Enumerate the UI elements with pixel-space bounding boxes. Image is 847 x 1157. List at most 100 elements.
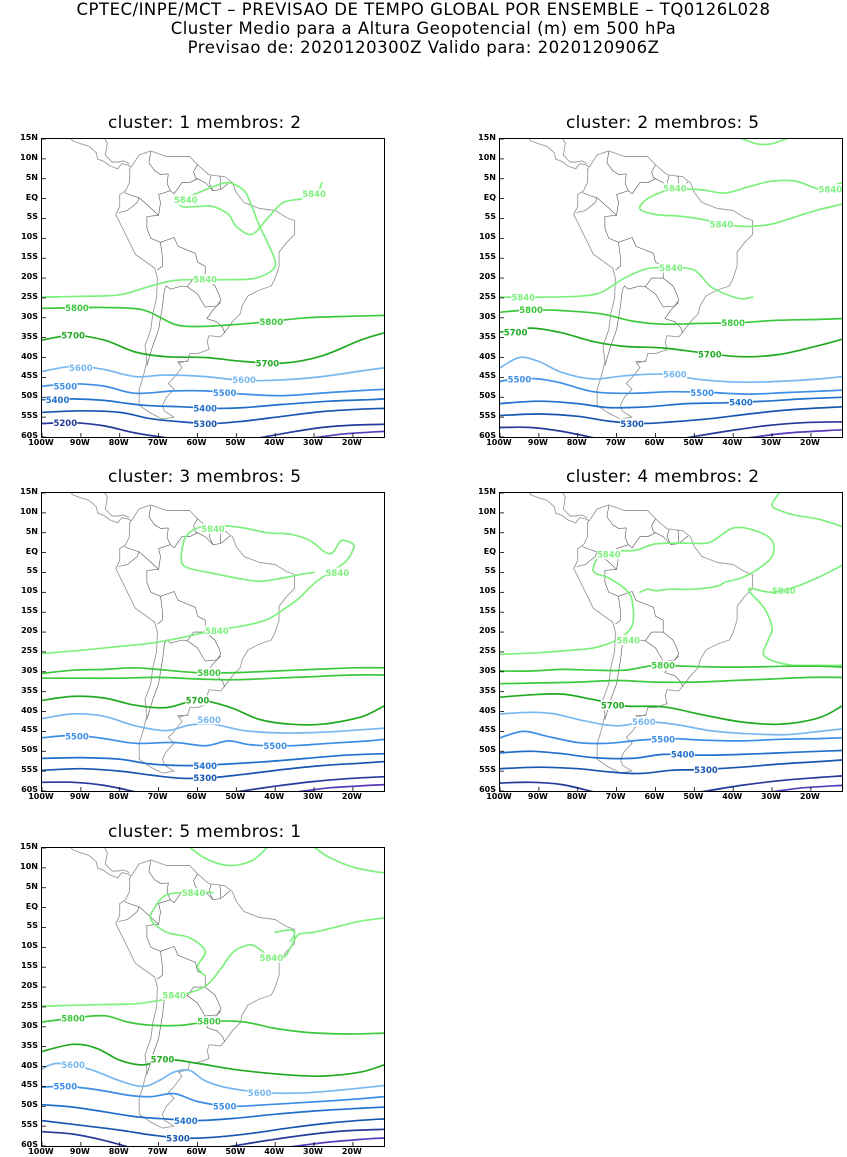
cluster-5-map: 5840 5840 5840 5800 5800 5700 5600 5600 5500 5500… — [41, 847, 385, 1147]
contour-label-bg — [302, 188, 327, 199]
contour-label-bg — [53, 381, 78, 392]
contour-5200 — [500, 781, 594, 791]
contour-5200 — [701, 775, 842, 791]
lat-label: 40S — [479, 351, 496, 361]
contour-5400 — [500, 396, 842, 409]
country-border — [615, 242, 621, 271]
lat-label: 60S — [21, 1140, 38, 1149]
contour-label-bg — [519, 304, 544, 315]
contour-5840 — [500, 266, 754, 300]
contour-5100 — [290, 1137, 384, 1146]
lat-label: 55S — [21, 765, 38, 775]
lat-label: 15S — [21, 961, 38, 971]
contour-label-5300: 5300 — [620, 420, 644, 430]
contour-label-5400: 5400 — [193, 405, 217, 415]
lon-label: 40W — [264, 438, 285, 447]
coastline — [528, 139, 590, 170]
lat-label: EQ — [483, 546, 496, 556]
lat-label: 50S — [479, 391, 496, 401]
country-border — [604, 532, 689, 641]
contour-label-5840: 5840 — [302, 190, 326, 200]
continent-outline — [528, 139, 754, 420]
lat-label: 15S — [21, 252, 38, 262]
figure-header: CPTEC/INPE/MCT – PREVISAO DE TEMPO GLOBA… — [0, 0, 847, 57]
contour-label-5840: 5840 — [182, 889, 206, 899]
contour-label-5400: 5400 — [46, 396, 70, 406]
country-border — [146, 887, 231, 996]
contour-label-bg — [259, 952, 284, 963]
contour-label-bg — [61, 1059, 86, 1070]
country-border — [187, 631, 222, 662]
lat-label: 10S — [479, 586, 496, 596]
lat-label: 5S — [26, 921, 38, 931]
cluster-2-map: 5840 5840 5840 5840 5840 5800 5800 5700 5700 5600… — [499, 138, 843, 438]
lat-label: 5N — [25, 881, 38, 891]
contour-5800 — [42, 674, 384, 681]
lat-label: EQ — [483, 192, 496, 202]
lat-label: 10N — [20, 506, 38, 516]
lon-label: 70W — [147, 1147, 168, 1156]
contour-label-5800: 5800 — [259, 318, 283, 328]
lat-label: 10N — [478, 152, 496, 162]
cluster-3-map: 5840 5840 5840 5800 5700 5600 5500 5500 5400 5300 — [41, 492, 385, 792]
contour-5840 — [771, 493, 842, 528]
lat-label: 5S — [484, 566, 496, 576]
country-border — [677, 529, 680, 544]
country-border — [586, 521, 589, 525]
contour-5500 — [500, 377, 842, 395]
contour-label-bg — [212, 1101, 237, 1112]
contour-label-bg — [53, 1081, 78, 1092]
country-border — [576, 546, 598, 567]
contour-5840 — [740, 139, 788, 146]
contour-label-5700: 5700 — [698, 351, 722, 361]
country-border — [645, 631, 680, 662]
contour-label-5600: 5600 — [248, 1089, 272, 1099]
lat-label: 60S — [479, 785, 496, 794]
lat-label: 10N — [20, 861, 38, 871]
country-border — [664, 672, 683, 688]
country-border — [128, 167, 131, 171]
contour-5600 — [500, 711, 842, 736]
lon-label: 30W — [303, 792, 324, 801]
lat-label: 55S — [21, 411, 38, 421]
lat-label: 5N — [483, 526, 496, 536]
lat-label: 15N — [478, 487, 496, 496]
contour-5840 — [42, 524, 355, 655]
contour-label-bg — [651, 734, 676, 745]
lat-label: 25S — [479, 291, 496, 301]
lon-label: 90W — [69, 1147, 90, 1156]
lat-label: 15S — [479, 252, 496, 262]
lon-label: 20W — [341, 792, 362, 801]
contour-label-5840: 5840 — [819, 185, 842, 195]
contour-label-5600: 5600 — [663, 371, 687, 381]
coastline — [562, 139, 588, 165]
contour-5840 — [638, 190, 842, 228]
contour-label-bg — [162, 990, 187, 1001]
contour-5840 — [42, 181, 323, 298]
contour-5700 — [42, 332, 384, 365]
contour-label-bg — [503, 327, 528, 338]
contour-5200 — [42, 1130, 128, 1146]
cluster-3-map-svg: 5840 5840 5840 5800 5700 5600 5500 5500 5400 5300 — [42, 493, 384, 791]
coastline — [635, 360, 646, 364]
lat-label: 15N — [478, 133, 496, 142]
lat-label: 45S — [21, 371, 38, 381]
lat-label: 25S — [21, 1000, 38, 1010]
lat-label: 50S — [21, 1100, 38, 1110]
cluster-4-map-svg: 5840 5840 5840 5800 5700 5600 5500 5400 5300 — [500, 493, 842, 791]
lat-label: 30S — [21, 311, 38, 321]
contour-label-bg — [631, 716, 656, 727]
coastline — [177, 714, 188, 718]
lon-label: 60W — [644, 438, 665, 447]
lat-label: 30S — [479, 311, 496, 321]
contour-label-5400: 5400 — [671, 751, 695, 761]
lat-label: 55S — [21, 1120, 38, 1130]
contour-5840 — [500, 526, 775, 656]
contour-label-bg — [68, 362, 93, 373]
header-line-2: Cluster Medio para a Altura Geopotencial… — [170, 19, 677, 38]
lat-label: 20S — [21, 272, 38, 282]
cluster-4-map: 5840 5840 5840 5800 5700 5600 5500 5400 5300 — [499, 492, 843, 792]
contour-label-bg — [255, 358, 280, 369]
contour-group: 5840584058405800580057005700560056005500… — [42, 181, 384, 437]
contour-label-bg — [259, 316, 284, 327]
